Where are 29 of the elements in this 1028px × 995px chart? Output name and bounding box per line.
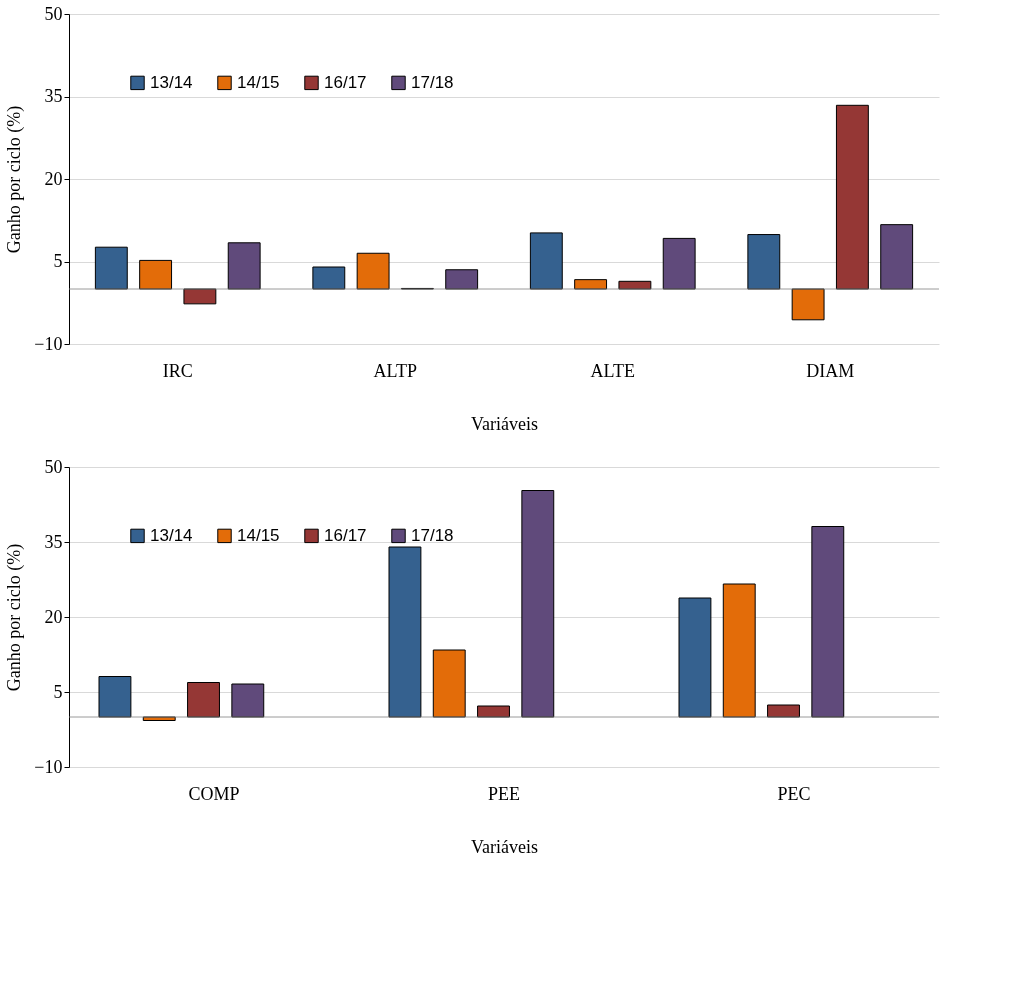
legend-label: 13/14 <box>150 72 193 92</box>
x-tick-label: PEC <box>777 783 811 804</box>
legend-label: 16/17 <box>324 525 367 545</box>
x-axis-title: Variáveis <box>471 413 538 434</box>
y-tick-label: 35 <box>44 86 63 106</box>
x-tick-label: COMP <box>188 783 240 804</box>
y-tick-label: 35 <box>44 531 63 552</box>
y-tick-label: 5 <box>53 681 63 702</box>
y-tick-label: −10 <box>34 333 63 354</box>
legend-label: 17/18 <box>411 525 454 545</box>
y-tick-label: 5 <box>53 251 63 271</box>
y-tick-label: 50 <box>44 3 63 24</box>
x-tick-label: ALTP <box>373 360 417 381</box>
x-tick-label: PEE <box>487 783 521 804</box>
y-axis-title: Ganho por ciclo (%) <box>4 105 26 254</box>
x-tick-label: IRC <box>162 360 193 381</box>
y-tick-label: 20 <box>44 606 63 627</box>
y-tick-label: 20 <box>44 168 63 189</box>
legend-label: 17/18 <box>411 72 454 92</box>
legend-label: 16/17 <box>324 72 367 92</box>
legend-label: 14/15 <box>237 72 280 92</box>
y-axis-title: Ganho por ciclo (%) <box>4 543 26 692</box>
y-tick-label: 50 <box>44 456 63 477</box>
x-tick-label: ALTE <box>590 360 635 381</box>
y-tick-label: −10 <box>34 756 63 777</box>
x-tick-label: DIAM <box>806 360 855 381</box>
x-axis-title: Variáveis <box>471 836 538 857</box>
legend-label: 13/14 <box>150 525 193 545</box>
legend-label: 14/15 <box>237 525 280 545</box>
